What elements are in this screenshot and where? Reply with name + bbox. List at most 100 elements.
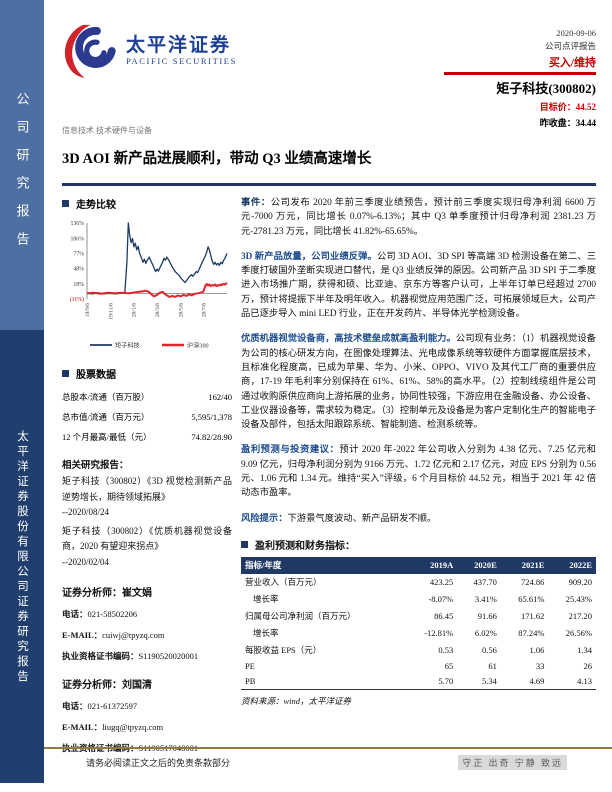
fin-cell-label: PB: [241, 673, 406, 690]
fin-cell-label: 营业收入（百万元）: [245, 577, 322, 588]
footer-motto: 守正 出奇 宁静 致远: [458, 755, 567, 770]
y-tick-label: (11%): [70, 296, 84, 303]
fin-cell-value: 217.20: [568, 611, 592, 622]
financial-table-header-row: 指标/年度 2019A 2020E 2021E 2022E: [241, 556, 596, 574]
stock-data-label: 总市值/流通（百万元）: [62, 412, 150, 422]
analyst-email: E-MAIL：liugq@tpyzq.com: [62, 722, 164, 732]
paragraph: 事件：公司发布 2020 年前三季度业绩预告，预计前三季度实现归母净利润 660…: [241, 198, 596, 237]
brand-name-en: PACIFIC SECURITIES: [126, 56, 237, 66]
related-reports-list: 矩子科技（300802）《3D 视觉检测新产品逆势增长，期待领域拓展》 --202…: [62, 474, 232, 570]
related-reports-title: 相关研究报告：: [62, 461, 129, 471]
prev-close: 昨收盘：34.44: [539, 117, 596, 128]
fin-cell-label: 每股收益 EPS（元）: [245, 645, 322, 656]
stock-data-value: 162/40: [208, 392, 232, 402]
y-tick-label: 136%: [70, 221, 84, 227]
analyst-email: E-MAIL：cuiwj@tpyzq.com: [62, 630, 165, 640]
series-沪深300: [86, 282, 228, 298]
table-row: PE 65 61 33 26: [241, 659, 596, 674]
logo-text: 太平洋证券 PACIFIC SECURITIES: [126, 35, 237, 67]
report-date: 2020-09-06: [556, 28, 596, 38]
rating-underline: [444, 72, 596, 75]
fin-column-header: 2020E: [457, 556, 501, 574]
fin-cell-value: 437.70: [473, 577, 497, 588]
trend-section-header: 走势比较: [62, 196, 232, 211]
analyst-phone: 电话：021-58502206: [62, 609, 138, 619]
table-row: 营业收入（百万元） 423.25 437.70 724.86 909.20: [241, 574, 596, 591]
related-report-item: 矩子科技（300802）《优质机器视觉设备商，2020 有望迎来拐点》 --202…: [62, 524, 232, 571]
fin-cell-value: 87.24%: [518, 628, 545, 639]
sidebar-bottom-band: 太平洋证券股份有限公司证券研究报告: [0, 330, 44, 783]
x-tick-label: 19/11/6: [108, 303, 114, 320]
fin-cell-value: 1.06: [529, 645, 545, 656]
fin-cell-value: 171.62: [521, 611, 545, 622]
left-column: 走势比较 136% 106% 77% 48% 18% (11%) 19/9/6 19/11/6…: [62, 196, 232, 754]
field-label: 电话：: [62, 701, 88, 711]
paragraph-lead: 风险提示：: [241, 513, 288, 524]
x-tick-label: 20/5/6: [178, 303, 184, 317]
brand-name-cn: 太平洋证券: [126, 35, 232, 56]
target-price: 目标价：44.52: [539, 101, 596, 112]
x-tick-label: 20/1/6: [132, 303, 138, 317]
left-sidebar: 公司研究报告 太平洋证券股份有限公司证券研究报告: [0, 0, 44, 783]
fin-cell-value: -8.07%: [428, 594, 454, 605]
legend-label: 沪深300: [187, 342, 209, 350]
y-tick-label: 106%: [70, 237, 84, 243]
stock-data-value: 74.82/28.90: [191, 432, 232, 442]
fin-cell-value: 3.41%: [474, 594, 497, 605]
fin-cell-label: PE: [245, 661, 255, 672]
square-bullet-icon: [62, 370, 69, 377]
analysts-block: 证券分析师：崔文娟 电话：021-58502206 E-MAIL：cuiwj@tpy…: [62, 584, 232, 754]
fin-column-header: 指标/年度: [241, 556, 406, 574]
fin-cell-value: -12.81%: [424, 628, 454, 639]
fin-cell-value: 86.45: [434, 611, 454, 622]
paragraph: 3D 新产品放量，公司业绩反弹。公司 3D AOI、3D SPI 等高端 3D …: [241, 251, 596, 320]
fin-cell-label: 增长率: [253, 628, 279, 639]
right-column: 事件：公司发布 2020 年前三季度业绩预告，预计前三季度实现归母净利润 660…: [241, 196, 596, 707]
fin-cell-value: 33: [535, 661, 545, 672]
stock-name: 矩子科技(300802): [496, 80, 596, 96]
fin-cell-value: 5.34: [457, 673, 501, 690]
fin-cell-label: 增长率: [253, 594, 279, 605]
fin-cell-value: 91.66: [477, 611, 497, 622]
title-rule: [62, 183, 596, 186]
x-tick-label: 20/3/6: [155, 303, 161, 317]
stock-data-list: 总股本/流通（百万股） 162/40 总市值/流通（百万元） 5,595/1,378 1…: [62, 387, 232, 447]
paragraph: 优质机器视觉设备商，高技术壁垒成就高盈利能力。公司现有业务：（1）机器视觉设备为…: [241, 334, 596, 431]
table-row: PB 5.70 5.34 4.69 4.13: [241, 673, 596, 690]
field-label: 电话：: [62, 609, 88, 619]
stock-data-row: 总股本/流通（百万股） 162/40: [62, 387, 232, 407]
y-tick-label: 77%: [73, 252, 84, 258]
logo-blue-swirl-inner: [84, 39, 107, 63]
logo-blue-swirl: [75, 27, 116, 68]
report-type: 公司点评报告: [544, 41, 596, 51]
table-row: 增长率 -8.07% 3.41% 65.61% 25.43%: [241, 591, 596, 608]
fin-cell-value: 26.56%: [565, 628, 592, 639]
square-bullet-icon: [241, 540, 248, 548]
table-row: 归属母公司净利润（百万元） 86.45 91.66 171.62 217.20: [241, 608, 596, 625]
fin-column-header: 2019A: [405, 556, 458, 574]
pacific-logo: 太平洋证券 PACIFIC SECURITIES: [62, 24, 237, 78]
fin-cell-value: 25.43%: [565, 594, 592, 605]
fin-cell-value: 61: [488, 661, 497, 672]
paragraph-lead: 盈利预测与投资建议：: [241, 445, 340, 456]
fin-cell-value: 0.53: [438, 645, 454, 656]
related-report-date: --2020/08/24: [62, 507, 109, 517]
paragraph: 风险提示：下游景气度波动、新产品研发不顺。: [241, 513, 437, 524]
field-label: 执业资格证书编码：: [62, 651, 139, 661]
x-tick-label: 20/7/6: [202, 303, 208, 317]
fin-cell-value: 724.86: [521, 577, 545, 588]
fin-cell-value: 5.70: [405, 673, 458, 690]
stock-data-label: 12 个月最高/最低（元）: [62, 432, 152, 442]
sidebar-top-band: 公司研究报告: [0, 0, 44, 330]
logo-red-crescent: [64, 24, 91, 78]
analyst-role: 证券分析师：刘国清: [62, 680, 152, 691]
table-row: 增长率 -12.81% 6.02% 87.24% 26.56%: [241, 625, 596, 642]
paragraphs: 事件：公司发布 2020 年前三季度业绩预告，预计前三季度实现归母净利润 660…: [241, 196, 596, 526]
trend-section-title: 走势比较: [76, 200, 116, 211]
industry-breadcrumb: 信息技术 技术硬件与设备: [62, 126, 152, 135]
stock-data-value: 5,595/1,378: [191, 412, 232, 422]
financial-section-title: 盈利预测和财务指标：: [255, 540, 355, 552]
x-tick-label: 19/9/6: [85, 303, 91, 317]
rating-badge: 买入/维持: [548, 57, 596, 69]
